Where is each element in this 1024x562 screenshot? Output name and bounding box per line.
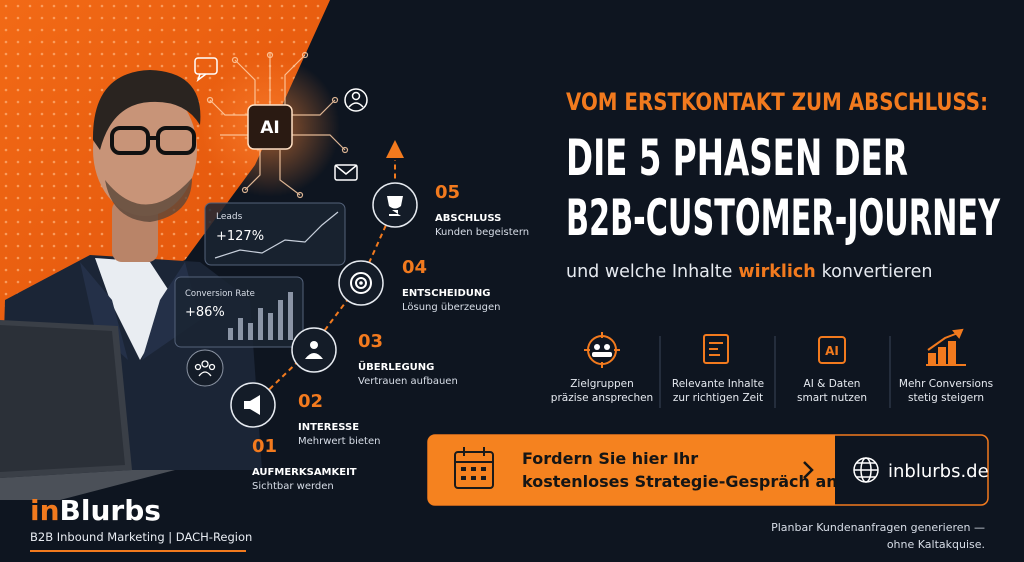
note: Planbar Kundenanfragen generieren —	[771, 521, 985, 534]
phase: 03 ÜBERLEGUNG Vertrauen aufbauen	[291, 327, 458, 387]
feature-icon-label: AI	[825, 344, 839, 358]
phase-number: 01	[252, 436, 277, 457]
phase-title: ÜBERLEGUNG	[358, 359, 434, 373]
phase-number: 05	[435, 182, 460, 203]
phase-number: 02	[298, 391, 323, 412]
feature: AI & Daten smart nutzen	[797, 378, 867, 404]
brand-tagline: B2B Inbound Marketing | DACH-Region	[30, 530, 252, 544]
cta-text[interactable]: Fordern Sie hier Ihr	[522, 449, 698, 468]
journey-arrow	[386, 140, 404, 158]
floating-icons	[194, 57, 368, 181]
brand-main: Blurbs	[60, 494, 161, 527]
ai-chip-label: AI	[260, 118, 279, 138]
subtitle-highlight: wirklich	[738, 262, 815, 282]
note: ohne Kaltakquise.	[887, 538, 985, 551]
feature: Zielgruppen präzise ansprechen	[551, 378, 653, 404]
brand-accent: in	[30, 494, 60, 527]
cta-button[interactable]: Fordern Sie hier Ihr kostenloses Strateg…	[427, 434, 989, 506]
feature-text: stetig steigern	[908, 392, 984, 404]
headline: DIE 5 PHASEN DER	[566, 129, 908, 187]
phase-title: INTERESSE	[298, 422, 359, 433]
metric-label: Leads	[216, 212, 243, 222]
feature-icons	[584, 328, 966, 368]
phase-text: Vertrauen aufbauen	[358, 376, 458, 387]
icon	[305, 353, 323, 359]
metric-value: +127%	[216, 229, 264, 244]
metric-card: Leads +127%	[204, 202, 346, 266]
phase: 02 INTERESSE Mehrwert bieten	[230, 382, 380, 447]
subtitle-text: und welche Inhalte	[566, 262, 732, 282]
phase-title: AUFMERKSAMKEIT	[252, 467, 357, 478]
feature: Mehr Conversions stetig steigern	[899, 378, 993, 404]
ai-chip	[247, 104, 293, 150]
cta-url[interactable]: inblurbs.de	[853, 457, 989, 483]
circuit	[206, 51, 349, 199]
phase-node	[291, 327, 337, 373]
icon	[310, 341, 318, 349]
icon	[387, 196, 403, 216]
icon	[350, 272, 372, 294]
metric-label: Conversion Rate	[185, 289, 255, 299]
phase-title: ABSCHLUSS	[435, 213, 501, 224]
feature-text: zur richtigen Zeit	[673, 392, 763, 404]
url[interactable]: inblurbs.de	[888, 461, 989, 482]
feature: Relevante Inhalte zur richtigen Zeit	[672, 378, 764, 404]
subtitle: und welche Inhalte wirklich konvertieren	[566, 262, 932, 282]
kicker: VOM ERSTKONTAKT ZUM ABSCHLUSS:	[566, 88, 988, 116]
audience-icon	[186, 349, 224, 387]
phase: 04 ENTSCHEIDUNG Lösung überzeugen	[338, 257, 500, 313]
feature-dividers	[659, 336, 891, 408]
phase-text: Sichtbar werden	[252, 481, 334, 492]
phase-title: ENTSCHEIDUNG	[402, 288, 490, 299]
icon	[244, 395, 260, 415]
feature-text: AI & Daten	[804, 378, 861, 390]
feature-text: smart nutzen	[797, 392, 867, 404]
metric-card: Conversion Rate +86%	[174, 276, 304, 348]
phase-number: 03	[358, 331, 383, 352]
feature-text: Mehr Conversions	[899, 378, 993, 390]
journey-path	[249, 160, 396, 409]
icon	[355, 277, 367, 289]
phase: 05 ABSCHLUSS Kunden begeistern	[372, 182, 529, 238]
phase-text: Mehrwert bieten	[298, 436, 380, 447]
subtitle-text: konvertieren	[822, 262, 933, 282]
phases: 01 AUFMERKSAMKEIT Sichtbar werden 02 INTERES…	[230, 182, 529, 492]
metric-value: +86%	[185, 305, 225, 320]
feature-text: Relevante Inhalte	[672, 378, 764, 390]
icon	[359, 281, 363, 285]
phase-text: Kunden begeistern	[435, 227, 529, 238]
cta-text[interactable]: kostenloses Strategie-Gespräch an	[522, 472, 838, 491]
phase: 01 AUFMERKSAMKEIT Sichtbar werden	[252, 436, 357, 492]
feature-text: Zielgruppen	[570, 378, 634, 390]
phase-number: 04	[402, 257, 427, 278]
feature-icon-people	[592, 344, 612, 357]
headline: B2B-CUSTOMER-JOURNEY	[566, 189, 1001, 247]
laptop	[0, 320, 175, 500]
feature-text: präzise ansprechen	[551, 392, 653, 404]
brand-name: inBlurbs	[30, 494, 161, 527]
features: Zielgruppen präzise ansprechen Relevante I…	[551, 378, 993, 404]
phase-text: Lösung überzeugen	[402, 302, 500, 313]
audience-glyph	[194, 360, 216, 377]
